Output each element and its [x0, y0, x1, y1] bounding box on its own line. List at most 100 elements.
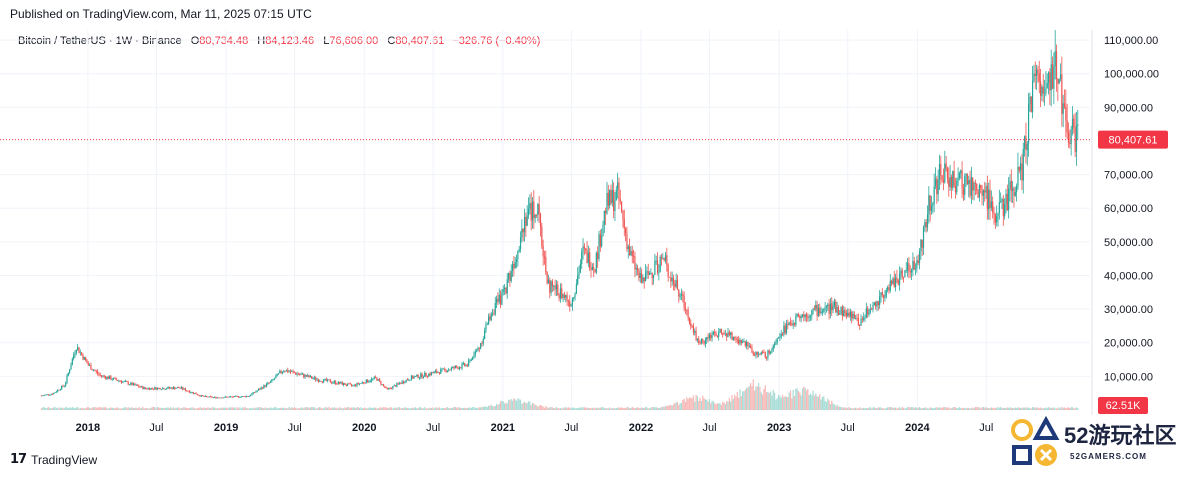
watermark-badge: [1006, 414, 1062, 470]
candle-body: [285, 370, 288, 372]
volume-bar: [426, 408, 429, 410]
volume-bar: [231, 407, 233, 410]
triangle-icon: [1032, 415, 1060, 440]
volume-bar: [167, 407, 169, 410]
candle-body: [207, 396, 209, 398]
volume-bar: [672, 404, 675, 410]
volume-bar: [622, 408, 624, 410]
volume-bar: [513, 398, 515, 410]
candle-body: [773, 343, 776, 346]
volume-bar: [1009, 407, 1011, 410]
candle-body: [478, 347, 480, 349]
volume-bar: [578, 407, 580, 410]
volume-bar: [1021, 407, 1023, 410]
candle-body: [353, 384, 355, 386]
volume-bar: [773, 392, 776, 410]
candle-body: [610, 189, 612, 204]
candle-body: [203, 396, 205, 397]
volume-bar: [357, 407, 359, 410]
volume-bar: [489, 405, 491, 410]
candle-body: [817, 307, 820, 316]
candle-body: [736, 339, 738, 341]
volume-bar: [77, 407, 79, 410]
candle-body: [71, 358, 73, 366]
volume-bar: [488, 405, 490, 410]
volume-bar: [758, 382, 760, 410]
candle-body: [241, 396, 244, 397]
last-price-label: 80,407.61: [1109, 135, 1158, 147]
volume-bar: [301, 407, 304, 410]
volume-bar: [304, 407, 306, 410]
candle-body: [803, 314, 805, 317]
volume-bar: [800, 395, 802, 410]
symbol-label[interactable]: Bitcoin / TetherUS · 1W · Binance: [18, 35, 182, 47]
price-chart[interactable]: 110,000.00100,000.0090,000.0070,000.0060…: [0, 0, 1184, 440]
candle-body: [488, 316, 490, 325]
volume-bar: [156, 407, 159, 410]
candle-body: [180, 387, 182, 389]
candle-body: [559, 288, 562, 299]
volume-bar: [1029, 408, 1031, 410]
candle-body: [198, 394, 200, 396]
candle-body: [413, 376, 415, 379]
volume-bar: [194, 408, 196, 410]
volume-bar: [875, 408, 877, 410]
candle-body: [908, 263, 910, 272]
volume-bar: [848, 406, 850, 410]
candle-body: [73, 355, 75, 359]
volume-bar: [1034, 407, 1036, 410]
volume-bar: [678, 404, 680, 410]
volume-bar: [978, 407, 980, 410]
volume-bar: [86, 407, 88, 410]
volume-bar: [817, 396, 820, 410]
candle-body: [843, 310, 845, 317]
candle-body: [295, 372, 297, 375]
volume-bar: [602, 407, 604, 410]
volume-bar: [994, 407, 996, 410]
candle-body: [240, 396, 242, 398]
candle-body: [430, 372, 433, 376]
volume-bar: [1050, 407, 1052, 410]
candle-body: [139, 386, 141, 388]
candle-body: [468, 360, 470, 366]
candle-body: [186, 390, 188, 392]
volume-bar: [966, 407, 969, 410]
volume-bar: [1016, 408, 1018, 410]
candle-body: [906, 263, 909, 271]
volume-bar: [315, 408, 317, 410]
volume-bar: [71, 406, 73, 410]
volume-bar: [694, 401, 696, 410]
candle-body: [426, 375, 429, 377]
volume-bar: [433, 408, 435, 410]
candle-body: [684, 307, 687, 310]
volume-bar: [1008, 407, 1010, 410]
volume-bar: [179, 408, 181, 410]
candle-body: [118, 380, 120, 382]
volume-bar: [336, 407, 338, 410]
candle-body: [380, 380, 382, 385]
volume-bar: [1000, 407, 1002, 410]
candle-body: [978, 185, 980, 198]
volume-bar: [215, 408, 217, 410]
candle-body: [855, 317, 857, 319]
tradingview-footer[interactable]: 17 TradingView: [10, 452, 97, 467]
volume-bar: [78, 408, 80, 410]
volume-bar: [200, 407, 202, 410]
volume-bar: [606, 408, 608, 410]
candle-body: [683, 295, 685, 308]
candle-body: [941, 175, 943, 181]
candle-body: [474, 351, 476, 355]
candle-body: [1051, 64, 1054, 89]
y-tick-label: 100,000.00: [1104, 69, 1159, 81]
candle-body: [743, 341, 745, 342]
volume-bar: [547, 407, 550, 410]
candle-body: [853, 314, 855, 319]
candle-body: [98, 373, 100, 375]
volume-bar: [285, 408, 288, 410]
candle-body: [276, 373, 278, 377]
candle-body: [130, 382, 132, 385]
volume-bar: [445, 407, 447, 410]
candle-body: [175, 388, 177, 389]
volume-bar: [521, 403, 523, 410]
volume-bar: [852, 408, 854, 410]
